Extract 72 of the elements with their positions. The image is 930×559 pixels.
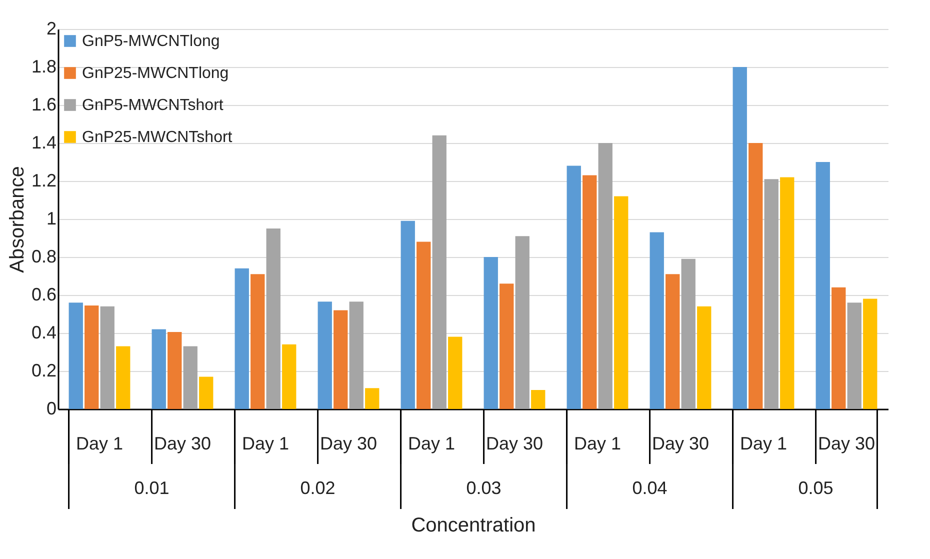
bar — [780, 177, 794, 409]
bar — [250, 274, 265, 409]
legend-label: GnP5-MWCNTlong — [82, 33, 220, 50]
y-tick-label: 1.4 — [31, 132, 56, 152]
bar — [566, 166, 581, 409]
bar — [168, 332, 182, 409]
legend-label: GnP25-MWCNTshort — [82, 129, 233, 146]
bar — [832, 287, 846, 409]
bar — [183, 346, 198, 409]
bar — [68, 302, 83, 409]
y-tick-label: 0.4 — [31, 322, 56, 342]
y-tick-label: 1.2 — [31, 170, 56, 190]
bar — [318, 302, 332, 409]
y-tick-label: 0 — [46, 398, 56, 418]
x-tick-label: Day 1 — [242, 434, 290, 454]
x-tick-label: Day 30 — [486, 434, 544, 454]
bar — [234, 268, 249, 409]
bar — [400, 220, 415, 409]
bar — [500, 284, 514, 409]
text: 0.05 — [798, 478, 834, 498]
y-tick-label: 2 — [46, 18, 56, 38]
legend-label: GnP25-MWCNTlong — [82, 65, 229, 82]
x-axis-title: Concentration — [411, 514, 536, 536]
bar — [515, 236, 530, 409]
bar — [847, 302, 862, 409]
x-tick-label: Day 1 — [574, 434, 622, 454]
y-tick-label: 1 — [46, 208, 56, 228]
bar — [365, 388, 380, 409]
bar — [448, 336, 462, 409]
bar — [666, 274, 680, 409]
bar — [266, 228, 280, 409]
x-tick-label: Day 30 — [652, 434, 710, 454]
y-tick-label: 0.8 — [31, 246, 56, 266]
x-tick-label: Day 30 — [154, 434, 212, 454]
y-axis-title: Absorbance — [6, 166, 28, 273]
bar — [116, 346, 130, 409]
x-tick-label: Day 1 — [76, 434, 124, 454]
bar — [199, 376, 214, 409]
bar — [697, 306, 712, 409]
x-tick-label: Day 30 — [818, 434, 876, 454]
text: 0.02 — [300, 478, 336, 498]
bar — [531, 390, 546, 409]
text: 0.01 — [134, 478, 170, 498]
bar — [863, 298, 878, 409]
bar — [650, 232, 664, 409]
x-tick-label: Day 1 — [740, 434, 788, 454]
bar — [614, 196, 628, 409]
y-tick-label: 0.6 — [31, 284, 56, 304]
y-tick-label: 1.6 — [31, 94, 56, 114]
x-tick-label: Day 1 — [408, 434, 456, 454]
bar — [349, 302, 364, 409]
bar — [282, 344, 296, 409]
y-tick-label: 1.8 — [31, 56, 56, 76]
text: 0.04 — [632, 478, 668, 498]
bar — [582, 175, 597, 409]
bar — [334, 310, 348, 409]
bar — [764, 179, 778, 409]
bar — [416, 242, 431, 409]
bar — [484, 257, 498, 409]
bar — [748, 143, 763, 409]
bar — [816, 162, 830, 409]
bar — [84, 305, 99, 409]
bar — [432, 135, 446, 409]
bar — [598, 143, 612, 409]
bar — [732, 67, 747, 409]
x-tick-label: Day 30 — [320, 434, 378, 454]
bar — [152, 329, 166, 409]
legend-label: GnP5-MWCNTshort — [82, 97, 224, 114]
bar — [681, 258, 696, 409]
y-tick-label: 0.2 — [31, 360, 56, 380]
text: 0.03 — [466, 478, 502, 498]
bar — [100, 306, 114, 409]
